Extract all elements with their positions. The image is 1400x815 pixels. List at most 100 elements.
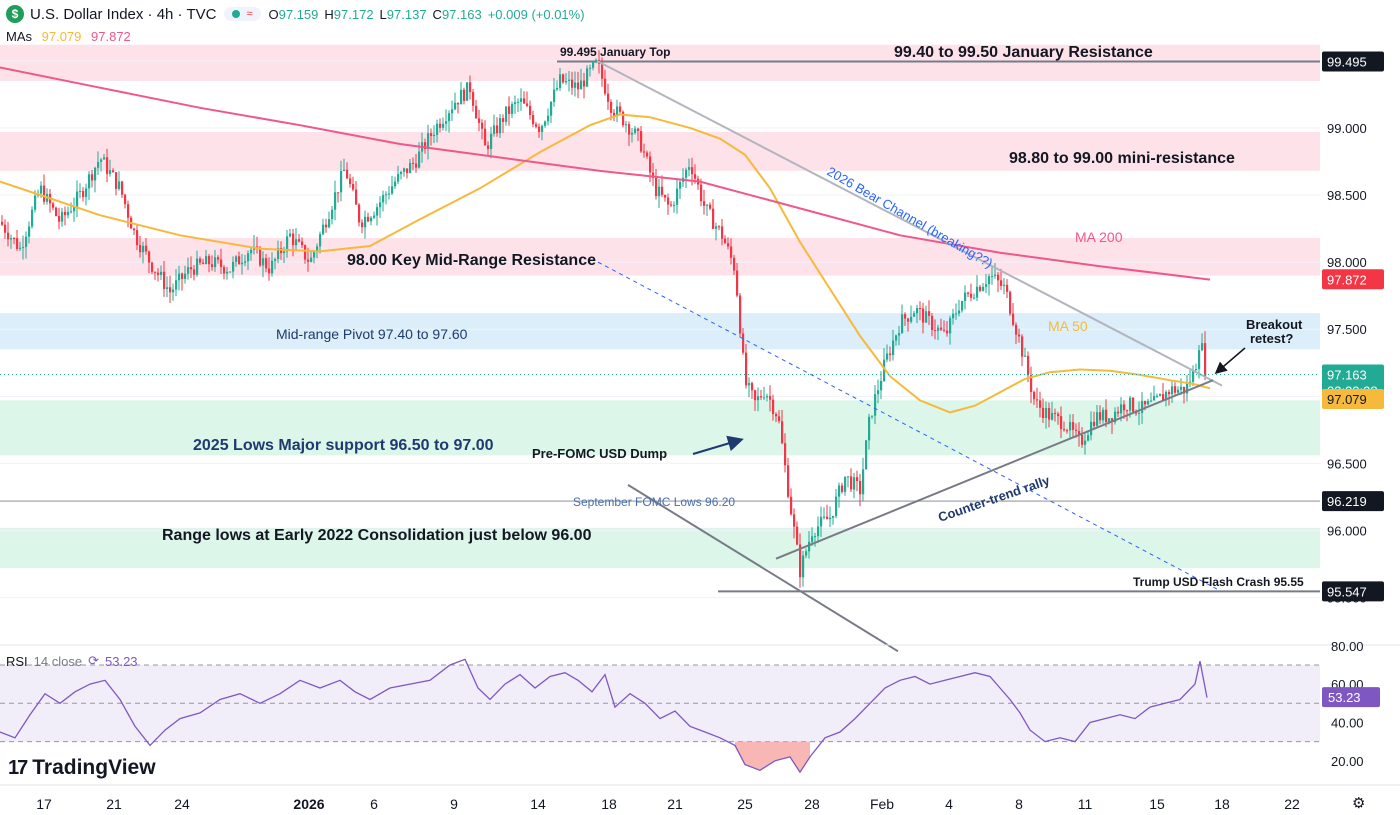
candle-body (238, 256, 241, 265)
time-tick-label: Feb (870, 796, 894, 812)
candle-body (187, 267, 190, 274)
candle-body (283, 251, 286, 254)
candle-body (1156, 395, 1159, 397)
candle-body (646, 152, 649, 157)
candle-body (319, 234, 322, 247)
candle-body (910, 316, 913, 322)
candle-body (499, 118, 502, 134)
rsi-tick-label: 40.00 (1331, 715, 1364, 730)
candle-body (481, 122, 484, 129)
candle-body (724, 238, 727, 244)
candle-body (739, 295, 742, 334)
candle-body (94, 167, 97, 181)
candle-body (955, 313, 958, 315)
candle-body (562, 74, 565, 83)
rsi-line (0, 658, 1208, 774)
candle-body (145, 245, 148, 252)
candle-body (271, 260, 274, 274)
tradingview-logo-text: TradingView (32, 756, 156, 779)
candle-body (1123, 404, 1126, 411)
price-tag-january-top: 99.495 (1322, 51, 1384, 72)
candle-body (946, 330, 949, 334)
candle-body (805, 551, 808, 556)
candle-body (373, 215, 376, 218)
candle-body (1066, 430, 1069, 432)
candle-body (1048, 408, 1051, 420)
candle-body (604, 78, 607, 94)
gear-icon[interactable]: ⚙ (1352, 795, 1366, 812)
candle-body (1009, 291, 1012, 314)
candle-body (1138, 412, 1141, 414)
candle-body (79, 191, 82, 193)
mas-label: MAs (6, 29, 32, 44)
label-breakout: Breakout (1246, 317, 1303, 332)
candle-body (808, 541, 811, 552)
candle-body (265, 258, 268, 269)
candle-body (247, 253, 250, 262)
candle-body (991, 275, 994, 277)
candle-body (22, 246, 25, 248)
ohlc-change: +0.009 (+0.01%) (487, 6, 585, 22)
tradingview-logo[interactable]: 17 TradingView (8, 756, 156, 780)
candle-body (487, 145, 490, 149)
candle-body (433, 134, 436, 137)
symbol-title[interactable]: U.S. Dollar Index · 4h · TVC (30, 5, 217, 23)
trendline-counter-trend-support (775, 379, 1214, 560)
candle-body (349, 178, 352, 184)
candle-body (919, 308, 922, 310)
candle-body (229, 271, 232, 273)
rsi-label: RSI (6, 653, 28, 669)
candle-body (733, 257, 736, 271)
candle-body (592, 61, 595, 68)
candle-body (859, 481, 862, 495)
candle-body (190, 267, 193, 270)
candle-body (922, 308, 925, 323)
candle-body (508, 106, 511, 114)
candle-body (1105, 409, 1108, 423)
candle-body (445, 121, 448, 124)
zone-range-lows (0, 527, 1320, 569)
candle-body (1021, 336, 1024, 357)
candle-body (610, 101, 613, 113)
ma200-legend-value: 97.872 (91, 29, 131, 44)
candle-body (268, 268, 271, 274)
candle-body (976, 286, 979, 298)
candle-body (214, 257, 217, 268)
candle-body (1117, 411, 1120, 414)
time-tick-label: 9 (450, 796, 458, 812)
candle-body (19, 247, 22, 249)
candle-body (847, 476, 850, 478)
candle-body (964, 292, 967, 301)
candle-body (871, 415, 874, 417)
candle-body (967, 292, 970, 294)
time-tick-label: 18 (601, 796, 617, 812)
candle-body (625, 124, 628, 126)
price-tag-ma200: 97.872 (1322, 269, 1384, 290)
candle-body (889, 353, 892, 356)
rsi-legend[interactable]: RSI 14 close ⟳ 53.23 (6, 653, 138, 669)
candle-body (607, 93, 610, 102)
candle-body (574, 82, 577, 88)
dollar-symbol-icon: $ (6, 5, 24, 23)
candle-body (340, 170, 343, 193)
candle-body (952, 313, 955, 319)
ohlc-low: L97.137 (379, 6, 427, 22)
candle-body (463, 89, 466, 101)
label-major-support: 2025 Lows Major support 96.50 to 97.00 (193, 437, 494, 454)
candle-body (676, 188, 679, 205)
candle-body (934, 330, 937, 332)
candle-body (1000, 280, 1003, 286)
candle-body (43, 185, 46, 202)
candle-body (313, 251, 316, 258)
candle-body (409, 162, 412, 174)
candle-body (727, 243, 730, 247)
candle-body (478, 118, 481, 123)
price-tag-ma50-value: 97.079 (1327, 392, 1367, 407)
mas-legend[interactable]: MAs 97.079 97.872 (6, 29, 131, 44)
market-status-pill[interactable]: ≈ (224, 7, 261, 21)
candle-body (85, 188, 88, 198)
candle-body (616, 106, 619, 116)
candle-body (1177, 389, 1180, 393)
candle-body (577, 82, 580, 90)
